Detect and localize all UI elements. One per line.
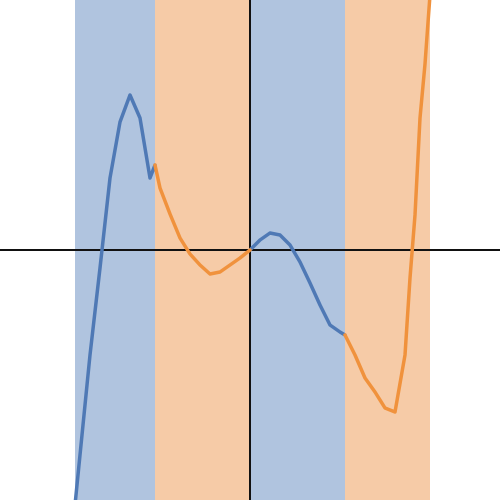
blue-segments-line-1 <box>248 231 347 337</box>
blue-segments-line-0 <box>73 93 157 500</box>
orange-segments-line-0 <box>153 163 252 276</box>
lines-layer <box>73 0 432 500</box>
orange-segments-line-1 <box>343 0 432 414</box>
